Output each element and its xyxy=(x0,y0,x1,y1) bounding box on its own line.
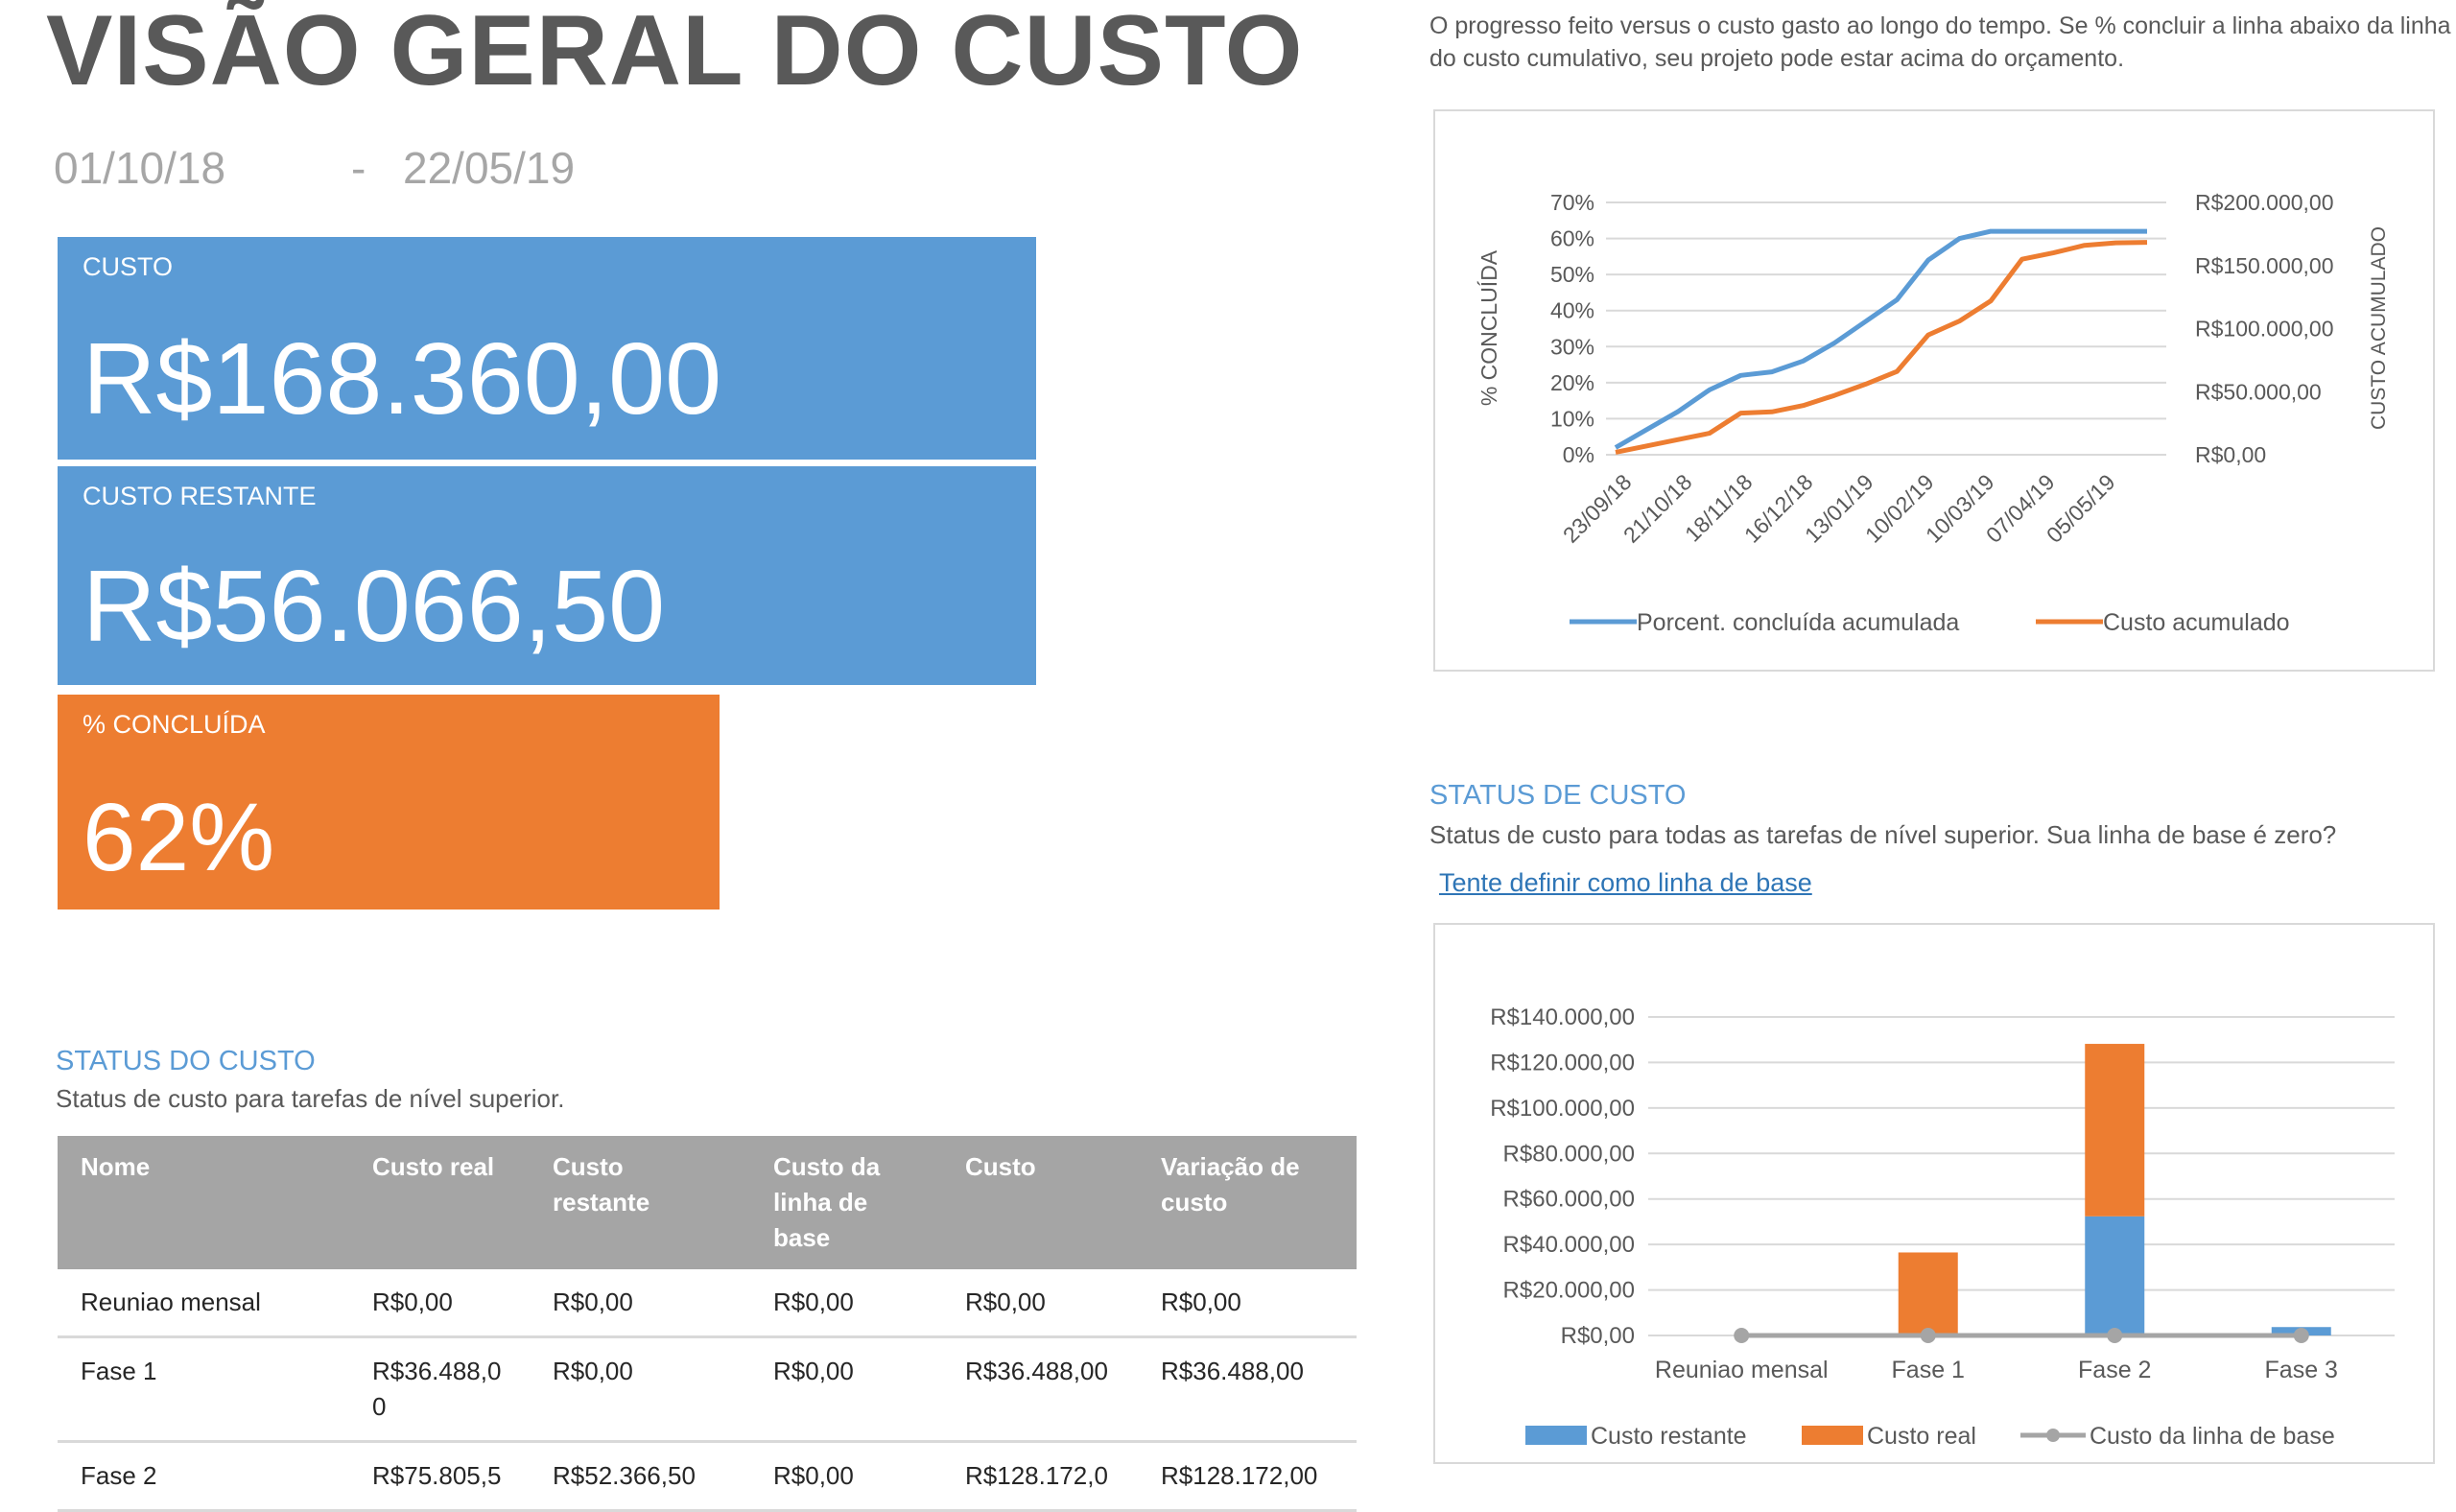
y-tick-label: R$140.000,00 xyxy=(1490,1004,1635,1030)
table-cell: R$52.366,50 xyxy=(530,1441,750,1512)
table-cell: R$0,00 xyxy=(349,1269,530,1338)
y-tick-label: 0% xyxy=(1563,442,1594,467)
cost-status-chart-frame[interactable]: R$0,00 R$20.000,00 R$40.000,00 R$60.000,00 R… xyxy=(1433,923,2435,1464)
bar-custo-real xyxy=(1898,1252,1958,1335)
x-tick-label: Reuniao mensal xyxy=(1655,1357,1829,1383)
bar-custo-real xyxy=(2085,1044,2145,1217)
cost-status-bar-chart: R$0,00 R$20.000,00 R$40.000,00 R$60.000,00 R… xyxy=(1490,1004,2395,1450)
legend-label: Custo restante xyxy=(1591,1423,1747,1450)
table-cell: R$0,00 xyxy=(750,1336,942,1443)
legend-swatch xyxy=(1525,1426,1587,1445)
progress-vs-cost-line-chart: 0% 10% 20% 30% 40% 50% 60% 70% R$0,00 R$50.000,00… xyxy=(1476,190,2390,636)
table-cell: R$0,00 xyxy=(1138,1269,1357,1338)
end-date[interactable]: 22/05/19 xyxy=(403,143,576,193)
remaining-cost-value: R$56.066,50 xyxy=(83,550,666,663)
table-cell: Fase 2 xyxy=(58,1441,349,1512)
column-header[interactable]: Variação de custo xyxy=(1138,1136,1357,1269)
date-separator: - xyxy=(351,143,366,193)
cost-status-subtitle: Status de custo para tarefas de nível su… xyxy=(56,1084,565,1113)
x-tick-label: Fase 3 xyxy=(2265,1357,2338,1383)
y-tick-label: R$80.000,00 xyxy=(1503,1141,1635,1167)
table-cell: R$128.172,00 xyxy=(1138,1441,1357,1512)
legend-label: Custo acumulado xyxy=(2103,609,2290,636)
table-row[interactable]: Fase 1 R$36.488,00 R$0,00 R$0,00 R$36.48… xyxy=(58,1336,1357,1443)
y2-tick-label: R$150.000,00 xyxy=(2195,253,2334,278)
column-header[interactable]: Custo da linha de base xyxy=(750,1136,942,1269)
page-title: VISÃO GERAL DO CUSTO xyxy=(46,0,1304,106)
baseline-point xyxy=(1734,1328,1750,1343)
y-tick-label: R$20.000,00 xyxy=(1503,1278,1635,1304)
table-cell: Reuniao mensal xyxy=(58,1269,349,1338)
table-cell: R$36.488,00 xyxy=(1138,1336,1357,1443)
legend-swatch xyxy=(1802,1426,1863,1445)
y-tick-label: R$0,00 xyxy=(1561,1323,1635,1349)
cost-status-table: Nome Custo real Custo restante Custo da … xyxy=(58,1136,1357,1512)
legend-marker xyxy=(2046,1429,2060,1442)
cost-status-chart-heading: STATUS DE CUSTO xyxy=(1429,780,1687,811)
bar-custo-restante xyxy=(2085,1216,2145,1335)
table-cell: R$0,00 xyxy=(530,1269,750,1338)
table-cell: Fase 1 xyxy=(58,1336,349,1443)
legend-label: Custo da linha de base xyxy=(2090,1423,2335,1450)
table-cell: R$128.172,0 xyxy=(942,1441,1138,1512)
series-line xyxy=(1615,240,2148,455)
y-tick-label: 50% xyxy=(1550,262,1594,287)
cost-card: CUSTO R$168.360,00 xyxy=(58,237,1036,460)
y-tick-label: R$60.000,00 xyxy=(1503,1187,1635,1213)
column-header[interactable]: Custo real xyxy=(349,1136,530,1269)
y-tick-label: 60% xyxy=(1550,226,1594,251)
percent-complete-label: % CONCLUÍDA xyxy=(83,710,266,739)
column-header[interactable]: Nome xyxy=(58,1136,349,1269)
y-tick-label: 70% xyxy=(1550,190,1594,215)
y2-axis-title: CUSTO ACUMULADO xyxy=(2368,226,2390,430)
y2-tick-label: R$0,00 xyxy=(2195,442,2266,467)
cost-status-heading: STATUS DO CUSTO xyxy=(56,1046,316,1076)
column-header[interactable]: Custo xyxy=(942,1136,1138,1269)
x-tick-label: Fase 2 xyxy=(2078,1357,2151,1383)
start-date[interactable]: 01/10/18 xyxy=(54,143,226,193)
cost-card-value: R$168.360,00 xyxy=(83,322,722,436)
baseline-point xyxy=(1920,1328,1936,1343)
table-cell: R$0,00 xyxy=(530,1336,750,1443)
baseline-point xyxy=(2293,1328,2309,1343)
x-tick-label: Fase 1 xyxy=(1892,1357,1965,1383)
percent-complete-value: 62% xyxy=(83,784,275,891)
y-axis-title: % CONCLUÍDA xyxy=(1476,249,1501,406)
table-header-row: Nome Custo real Custo restante Custo da … xyxy=(58,1136,1357,1269)
table-cell: R$0,00 xyxy=(942,1269,1138,1338)
table-cell: R$0,00 xyxy=(750,1441,942,1512)
table-row[interactable]: Reuniao mensal R$0,00 R$0,00 R$0,00 R$0,… xyxy=(58,1269,1357,1338)
y-tick-label: 30% xyxy=(1550,334,1594,359)
y-tick-label: R$40.000,00 xyxy=(1503,1232,1635,1258)
series-line xyxy=(1614,228,2147,450)
y-tick-label: 40% xyxy=(1550,298,1594,323)
cost-card-label: CUSTO xyxy=(83,252,174,281)
progress-description: O progresso feito versus o custo gasto a… xyxy=(1429,12,2451,72)
y2-tick-label: R$50.000,00 xyxy=(2195,379,2322,404)
y2-tick-label: R$200.000,00 xyxy=(2195,190,2334,215)
table-cell: R$75.805,5 xyxy=(349,1441,530,1512)
baseline-point xyxy=(2107,1328,2123,1343)
legend-label: Porcent. concluída acumulada xyxy=(1637,609,1959,636)
table-row[interactable]: Fase 2 R$75.805,5 R$52.366,50 R$0,00 R$1… xyxy=(58,1441,1357,1512)
cost-status-chart-subtitle: Status de custo para todas as tarefas de… xyxy=(1429,820,2337,849)
y2-tick-label: R$100.000,00 xyxy=(2195,317,2334,342)
y-tick-label: R$100.000,00 xyxy=(1490,1096,1635,1122)
remaining-cost-label: CUSTO RESTANTE xyxy=(83,482,317,510)
legend-label: Custo real xyxy=(1867,1423,1976,1450)
y-tick-label: 10% xyxy=(1550,406,1594,431)
table-cell: R$0,00 xyxy=(750,1269,942,1338)
y-tick-label: R$120.000,00 xyxy=(1490,1050,1635,1075)
set-baseline-link[interactable]: Tente definir como linha de base xyxy=(1439,868,1812,897)
column-header[interactable]: Custo restante xyxy=(530,1136,750,1269)
remaining-cost-card: CUSTO RESTANTE R$56.066,50 xyxy=(58,466,1036,685)
percent-complete-card: % CONCLUÍDA 62% xyxy=(58,695,720,910)
table-cell: R$36.488,00 xyxy=(942,1336,1138,1443)
progress-chart-frame[interactable]: 0% 10% 20% 30% 40% 50% 60% 70% R$0,00 R$50.000,00… xyxy=(1433,109,2435,672)
table-cell: R$36.488,00 xyxy=(349,1336,530,1443)
y-tick-label: 20% xyxy=(1550,370,1594,395)
